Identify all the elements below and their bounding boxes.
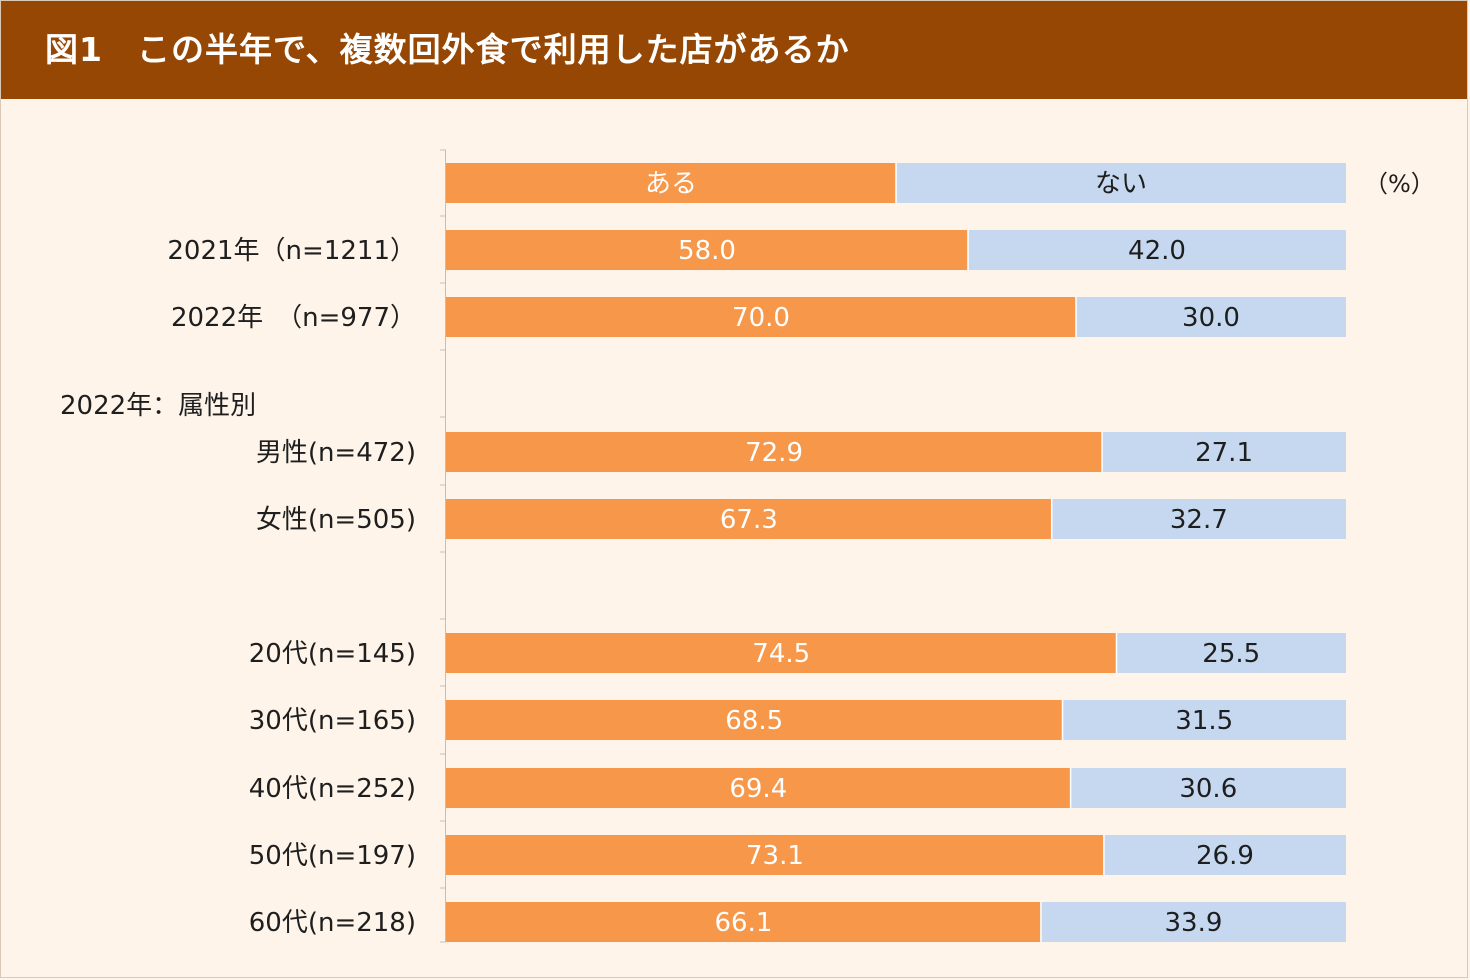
bar-nai	[1103, 835, 1346, 875]
axis-layer	[440, 149, 446, 943]
data-label-nai: 33.9	[1165, 908, 1223, 938]
data-label-aru: 73.1	[746, 841, 804, 871]
data-label-nai: 32.7	[1170, 505, 1228, 535]
title-bar: 図1 この半年で、複数回外食で利用した店があるか	[1, 1, 1467, 99]
data-label-nai: 31.5	[1175, 706, 1233, 736]
bars-layer	[446, 163, 1346, 942]
data-label-nai: 27.1	[1195, 438, 1253, 468]
bar-aru	[446, 432, 1103, 472]
category-label: 男性(n=472)	[256, 438, 416, 468]
bar-aru	[446, 768, 1071, 808]
bar-aru	[446, 835, 1104, 875]
data-label-nai: 30.6	[1179, 774, 1237, 804]
data-label-nai: 30.0	[1182, 303, 1240, 333]
bar-aru	[446, 633, 1117, 673]
category-label: 60代(n=218)	[249, 908, 416, 938]
data-label-nai: 25.5	[1202, 639, 1260, 669]
data-label-nai: 26.9	[1196, 841, 1254, 871]
bar-nai	[1116, 633, 1346, 673]
legend-label-aru: ある	[645, 169, 697, 199]
data-label-aru: 72.9	[745, 438, 803, 468]
legend-label-nai: ない	[1095, 169, 1147, 199]
category-label: 30代(n=165)	[249, 706, 416, 736]
data-label-aru: 68.5	[725, 706, 783, 736]
group-label: 2022年：属性別	[60, 391, 256, 421]
data-label-aru: 74.5	[752, 639, 810, 669]
legend-swatch-aru	[446, 163, 896, 203]
labels-layer: ある ない 58.0 42.0 2021年（n=1211） 70.0 30.0 2022年 （…	[167, 169, 1260, 938]
bar-aru	[446, 499, 1052, 539]
data-label-aru: 67.3	[720, 505, 778, 535]
bar-nai	[1040, 902, 1346, 942]
bar-aru	[446, 297, 1076, 337]
bar-nai	[1051, 499, 1346, 539]
legend-swatch-nai	[896, 163, 1346, 203]
data-label-aru: 58.0	[678, 236, 736, 266]
data-label-aru: 69.4	[729, 774, 787, 804]
data-label-aru: 66.1	[715, 908, 773, 938]
chart-title: 図1 この半年で、複数回外食で利用した店があるか	[45, 30, 850, 69]
bar-nai	[1062, 700, 1346, 740]
data-label-nai: 42.0	[1128, 236, 1186, 266]
bar-aru	[446, 700, 1063, 740]
category-label: 2021年（n=1211）	[167, 236, 416, 266]
bar-aru	[446, 230, 968, 270]
bar-nai	[1076, 297, 1346, 337]
category-label: 20代(n=145)	[249, 639, 416, 669]
bar-nai	[1070, 768, 1346, 808]
data-label-aru: 70.0	[732, 303, 790, 333]
category-label: 2022年 （n=977）	[171, 303, 416, 333]
category-label: 50代(n=197)	[249, 841, 416, 871]
bar-nai	[1102, 432, 1346, 472]
bar-aru	[446, 902, 1041, 942]
unit-label: （%）	[1364, 170, 1435, 198]
bar-nai	[968, 230, 1346, 270]
category-label: 40代(n=252)	[249, 774, 416, 804]
category-label: 女性(n=505)	[256, 505, 416, 535]
